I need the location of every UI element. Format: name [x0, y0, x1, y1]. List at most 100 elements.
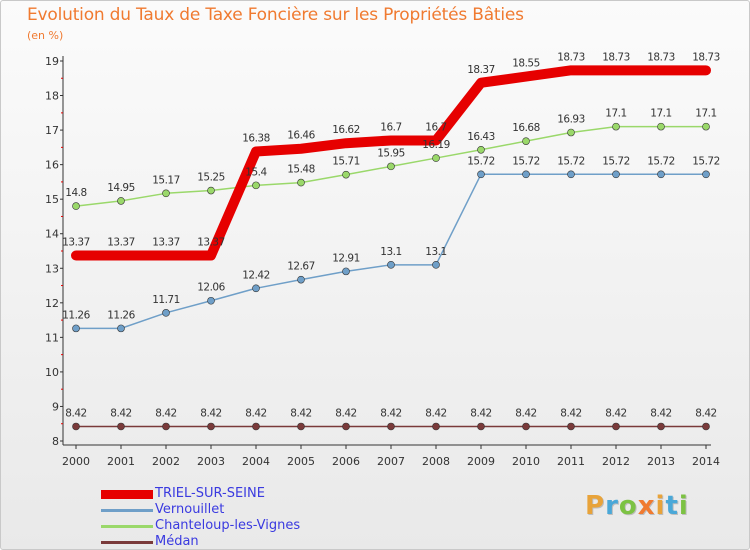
data-label: 17.1 — [605, 108, 626, 120]
data-label: 8.42 — [470, 407, 491, 419]
data-label: 15.72 — [512, 155, 540, 167]
data-point — [432, 422, 440, 431]
data-point — [657, 422, 665, 431]
data-point — [657, 170, 665, 179]
data-label: 8.42 — [200, 407, 221, 419]
data-point — [342, 170, 350, 179]
data-label: 16.7 — [380, 121, 401, 133]
data-label: 8.42 — [155, 407, 176, 419]
data-point — [702, 422, 710, 431]
data-label: 8.42 — [245, 407, 266, 419]
data-point — [612, 170, 620, 179]
data-label: 16.43 — [467, 131, 495, 143]
data-point — [612, 422, 620, 431]
data-label: 8.42 — [335, 407, 356, 419]
data-point — [660, 69, 662, 72]
data-label: 18.55 — [512, 58, 540, 70]
x-tick-label: 2003 — [197, 455, 225, 468]
data-point — [522, 170, 530, 179]
y-tick-label: 12 — [45, 297, 59, 310]
data-point — [207, 186, 215, 195]
data-point — [477, 422, 485, 431]
legend-label: Chanteloup-les-Vignes — [155, 518, 301, 533]
data-label: 15.48 — [287, 164, 315, 176]
data-label: 12.91 — [332, 252, 360, 264]
data-label: 15.4 — [245, 166, 267, 178]
x-tick-label: 2001 — [107, 455, 135, 468]
y-tick-label: 8 — [52, 435, 59, 448]
data-label: 18.73 — [692, 51, 720, 63]
data-point — [117, 197, 125, 205]
data-point — [117, 422, 125, 431]
data-label: 8.42 — [695, 407, 716, 419]
data-label: 8.42 — [110, 407, 131, 419]
data-label: 8.42 — [380, 407, 401, 419]
data-point — [615, 69, 617, 72]
y-tick-label: 16 — [45, 159, 59, 172]
data-point — [300, 147, 302, 150]
x-tick-label: 2007 — [377, 455, 405, 468]
data-point — [387, 162, 395, 171]
unit-label: (en %) — [27, 29, 64, 42]
data-point — [120, 254, 122, 257]
data-point — [75, 254, 77, 257]
data-label: 8.42 — [425, 407, 446, 419]
data-point — [387, 422, 395, 431]
legend-swatch — [101, 525, 153, 528]
data-point — [165, 254, 167, 257]
data-point — [255, 150, 257, 153]
data-label: 16.46 — [287, 130, 315, 142]
data-label: 15.72 — [467, 155, 495, 167]
data-label: 15.72 — [602, 155, 630, 167]
data-point — [567, 128, 575, 137]
data-label: 16.7 — [425, 121, 446, 133]
y-tick-label: 13 — [45, 262, 59, 275]
data-label: 13.1 — [380, 246, 401, 258]
data-point — [477, 170, 485, 179]
data-point — [705, 69, 707, 72]
y-tick-label: 17 — [45, 124, 59, 137]
legend-swatch — [101, 541, 153, 544]
data-label: 15.72 — [647, 155, 675, 167]
data-label: 13.1 — [425, 246, 446, 258]
data-point — [72, 422, 80, 431]
data-point — [432, 154, 440, 162]
data-point — [162, 422, 170, 431]
data-label: 8.42 — [290, 407, 311, 419]
data-label: 16.62 — [332, 124, 360, 136]
data-label: 17.1 — [650, 108, 671, 120]
data-label: 15.72 — [557, 155, 585, 167]
y-tick-label: 11 — [45, 331, 59, 344]
data-point — [117, 324, 125, 333]
chart-title: Evolution du Taux de Taxe Foncière sur l… — [27, 5, 524, 25]
x-tick-label: 2013 — [647, 455, 675, 468]
data-label: 11.71 — [152, 294, 180, 306]
data-label: 16.19 — [422, 139, 450, 151]
y-tick-label: 19 — [45, 55, 59, 68]
data-label: 16.38 — [242, 133, 270, 145]
data-point — [162, 189, 170, 198]
x-tick-label: 2004 — [242, 455, 270, 468]
data-point — [342, 267, 350, 276]
data-point — [252, 284, 260, 293]
data-point — [387, 261, 395, 269]
data-label: 16.68 — [512, 122, 540, 134]
x-tick-label: 2002 — [152, 455, 180, 468]
y-tick-label: 9 — [52, 400, 59, 413]
y-tick-label: 10 — [45, 366, 59, 379]
y-tick-label: 14 — [45, 228, 59, 241]
data-point — [72, 202, 80, 210]
data-label: 16.93 — [557, 114, 585, 126]
data-point — [345, 142, 347, 145]
data-point — [252, 422, 260, 431]
y-tick-label: 18 — [45, 90, 59, 103]
data-label: 15.72 — [692, 155, 720, 167]
x-tick-label: 2012 — [602, 455, 630, 468]
legend-label: Vernouillet — [155, 502, 225, 517]
data-label: 15.25 — [197, 172, 225, 184]
data-label: 13.37 — [152, 236, 180, 248]
data-point — [207, 422, 215, 431]
x-tick-label: 2010 — [512, 455, 540, 468]
data-point — [657, 122, 665, 131]
